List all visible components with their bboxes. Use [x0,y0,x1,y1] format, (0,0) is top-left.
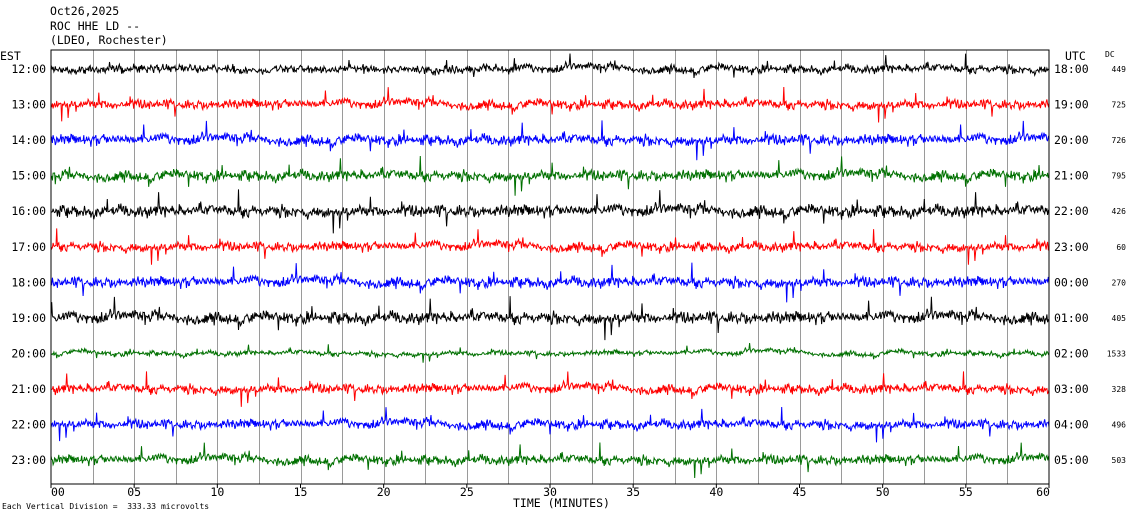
x-tick-label: 15 [294,485,308,499]
est-hour-label: 14:00 [11,133,46,147]
utc-hour-label: 23:00 [1054,240,1089,254]
header-date: Oct26,2025 [50,4,120,18]
est-hour-label: 16:00 [11,204,46,218]
dc-value-label: 426 [1112,207,1127,216]
utc-hour-label: 03:00 [1054,382,1089,396]
scale-note: Each Vertical Division = 333.33 microvol… [2,502,210,511]
dc-value-label: 725 [1112,101,1127,110]
est-hour-label: 21:00 [11,382,46,396]
dc-value-label: 726 [1112,136,1127,145]
x-tick-label: 45 [793,485,807,499]
dc-value-label: 328 [1112,385,1127,394]
dc-axis-label: DC [1105,50,1115,59]
header-location: (LDEO, Rochester) [50,33,168,47]
est-hour-label: 20:00 [11,346,46,360]
utc-hour-label: 20:00 [1054,133,1089,147]
x-tick-label: 20 [377,485,391,499]
trace-2000 [50,343,1050,363]
trace-1200 [50,53,1050,79]
trace-1600 [50,189,1050,234]
trace-2100 [50,371,1050,407]
trace-1900 [50,296,1050,341]
header-station: ROC HHE LD -- [50,19,141,33]
x-tick-label: 55 [959,485,973,499]
x-tick-label: 30 [543,485,557,499]
dc-value-label: 1533 [1107,349,1126,358]
dc-value-label: 496 [1112,421,1127,430]
x-tick-label: 05 [127,485,141,499]
trace-group [50,53,1050,479]
utc-hour-label: 02:00 [1054,346,1089,360]
dc-value-label: 449 [1112,65,1127,74]
trace-1300 [50,86,1050,123]
x-tick-label: 40 [709,485,723,499]
grid-lines [93,50,1008,484]
utc-hour-label: 05:00 [1054,453,1089,467]
est-hour-label: 19:00 [11,311,46,325]
est-hour-label: 23:00 [11,453,46,467]
x-tick-label: 00 [51,485,65,499]
row-label-group: 12:00 18:00 449 13:00 19:00 725 14:00 20:00 726 1… [11,62,1126,467]
trace-2200 [50,406,1050,443]
est-hour-label: 22:00 [11,418,46,432]
utc-hour-label: 21:00 [1054,169,1089,183]
est-hour-label: 12:00 [11,62,46,76]
est-hour-label: 13:00 [11,98,46,112]
x-tick-label: 50 [876,485,890,499]
x-tick-label: 10 [210,485,224,499]
x-tick-group: 00 05 10 15 20 25 30 35 40 45 50 55 60 [50,484,1050,499]
dc-value-label: 405 [1112,314,1127,323]
x-tick-label: 60 [1036,485,1050,499]
x-axis-title: TIME (MINUTES) [513,496,610,510]
trace-1500 [50,155,1050,196]
x-tick-label: 35 [626,485,640,499]
utc-hour-label: 01:00 [1054,311,1089,325]
dc-value-label: 503 [1112,456,1127,465]
dc-value-label: 60 [1116,243,1126,252]
est-axis-label: EST [0,49,21,63]
dc-value-label: 270 [1112,278,1127,287]
utc-axis-label: UTC [1065,49,1086,63]
utc-hour-label: 04:00 [1054,418,1089,432]
est-hour-label: 15:00 [11,169,46,183]
x-tick-label: 25 [460,485,474,499]
utc-hour-label: 22:00 [1054,204,1089,218]
est-hour-label: 18:00 [11,275,46,289]
trace-1800 [50,262,1050,303]
trace-2300 [50,442,1050,479]
utc-hour-label: 19:00 [1054,98,1089,112]
est-hour-label: 17:00 [11,240,46,254]
dc-value-label: 795 [1112,172,1127,181]
utc-hour-label: 00:00 [1054,275,1089,289]
utc-hour-label: 18:00 [1054,62,1089,76]
trace-1700 [50,228,1050,265]
trace-1400 [50,120,1050,161]
